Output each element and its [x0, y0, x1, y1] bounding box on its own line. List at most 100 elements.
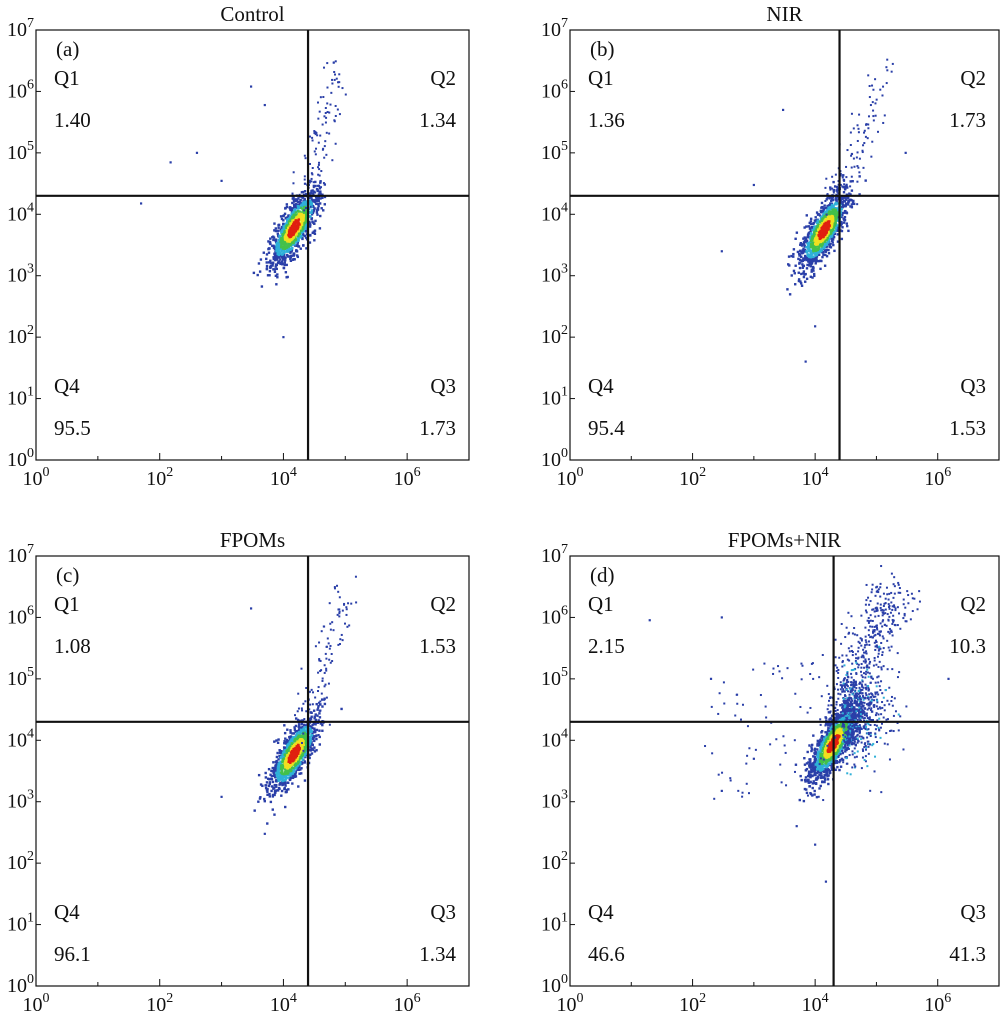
event-dot: [313, 729, 317, 732]
event-dot: [835, 189, 839, 192]
y-tick-label: 104: [541, 726, 568, 751]
event-dot: [309, 196, 313, 199]
y-tick-exponent: 1: [561, 911, 568, 926]
event-dot: [265, 264, 269, 268]
event-dot: [267, 784, 271, 788]
event-dot: [285, 750, 289, 753]
event-dot: [825, 216, 828, 219]
event-dot: [274, 229, 278, 233]
event-dot: [847, 196, 850, 199]
event-dot: [333, 70, 336, 73]
event-dot: [258, 797, 262, 800]
event-dot: [840, 215, 843, 219]
event-dot: [313, 727, 316, 730]
event-dot: [874, 102, 877, 105]
event-dot: [811, 786, 814, 790]
event-dot: [314, 723, 317, 726]
event-dot: [280, 255, 283, 258]
event-dot: [319, 670, 322, 673]
event-dot: [288, 225, 291, 228]
event-dot: [293, 226, 296, 230]
event-dot: [871, 84, 874, 87]
event-dot: [139, 202, 143, 205]
event-dot: [318, 174, 321, 177]
event-dot: [836, 765, 839, 769]
x-tick-base: 10: [270, 994, 290, 1016]
event-dot: [287, 214, 290, 217]
event-dot: [816, 221, 820, 225]
event-dot: [858, 711, 861, 714]
event-dot: [281, 242, 284, 246]
event-dot: [297, 785, 300, 788]
event-dot: [300, 728, 304, 731]
event-dot: [817, 213, 820, 216]
event-dot: [312, 186, 315, 189]
event-dot: [310, 198, 314, 201]
event-dot: [337, 81, 340, 84]
y-tick-label: 107: [7, 542, 34, 567]
event-dot: [303, 175, 306, 178]
event-dot: [263, 797, 266, 801]
event-dot: [308, 241, 312, 244]
event-dot: [286, 728, 289, 731]
event-dot: [870, 155, 873, 158]
x-tick-base: 10: [924, 468, 944, 490]
event-dot: [289, 765, 293, 769]
event-dot: [802, 799, 806, 803]
event-dot: [823, 777, 827, 781]
event-dot: [841, 211, 845, 215]
event-dot: [276, 775, 280, 778]
event-dot: [281, 770, 284, 773]
event-dot: [280, 263, 284, 266]
event-dot: [338, 612, 341, 615]
event-dot: [309, 746, 312, 749]
quadrant-q4-name: Q4: [54, 374, 80, 398]
event-dot: [298, 772, 301, 775]
event-dot: [284, 774, 288, 778]
quadrant-q1-name: Q1: [588, 66, 614, 90]
event-dot: [291, 220, 294, 223]
event-dot: [819, 748, 822, 752]
y-tick-exponent: 0: [561, 972, 568, 987]
event-dot: [317, 117, 320, 120]
panel-title: NIR: [766, 2, 802, 26]
y-tick-base: 10: [7, 449, 27, 471]
event-dot: [856, 180, 859, 183]
y-tick-exponent: 6: [27, 603, 34, 618]
event-dot: [802, 258, 806, 262]
event-dot: [805, 250, 808, 254]
event-dot: [328, 602, 331, 605]
x-tick-label: 100: [23, 465, 50, 490]
event-dot: [814, 759, 817, 763]
event-dot: [843, 215, 847, 219]
event-dot: [299, 247, 302, 250]
event-dot: [840, 206, 844, 209]
event-dot: [317, 166, 320, 169]
event-dot: [292, 252, 296, 255]
event-dot: [310, 743, 314, 746]
y-tick-label: 107: [541, 542, 568, 567]
event-dot: [338, 73, 341, 76]
event-dot: [822, 770, 826, 773]
event-dot: [818, 253, 821, 256]
event-dot: [331, 82, 334, 85]
event-dot: [864, 135, 867, 138]
event-dot: [837, 192, 840, 195]
event-dot: [811, 764, 814, 768]
y-tick-label: 105: [541, 139, 568, 164]
event-dot: [846, 201, 850, 204]
event-dot: [294, 775, 298, 778]
event-dot: [809, 763, 812, 767]
event-dot: [824, 253, 827, 257]
event-dot: [320, 207, 323, 210]
event-dot: [833, 249, 836, 253]
quadrant-q3-name: Q3: [430, 900, 456, 924]
y-tick-base: 10: [541, 791, 561, 813]
event-dot: [310, 190, 313, 193]
event-dot: [294, 199, 297, 203]
event-dot: [314, 718, 318, 722]
event-dot: [820, 247, 823, 251]
event-dot: [831, 763, 834, 767]
event-dot: [273, 222, 276, 225]
event-dot: [274, 227, 277, 230]
